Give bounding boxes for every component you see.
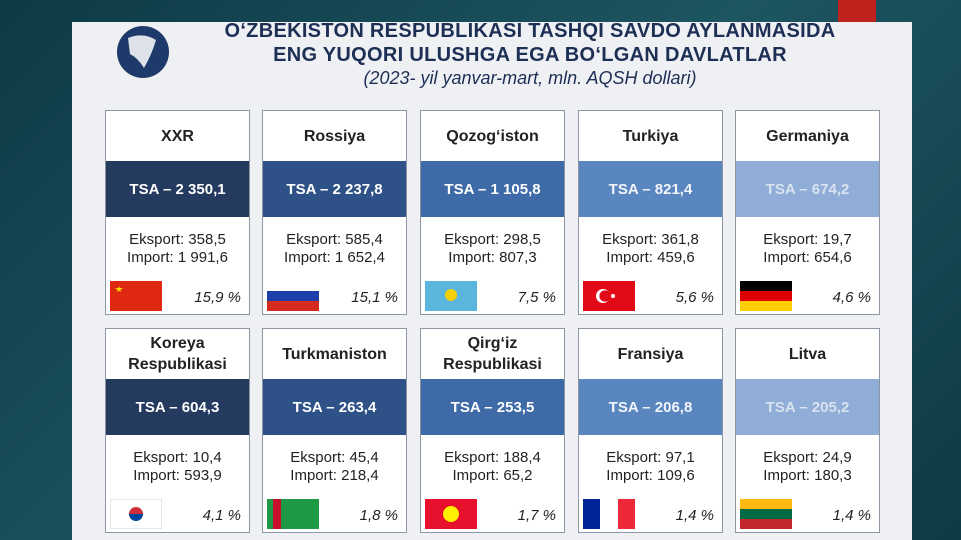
country-name: Turkiya (622, 127, 679, 145)
trade-values: Eksport: 298,5 Import: 807,3 (421, 231, 564, 267)
share-value: 4,6 % (832, 289, 871, 306)
globe-icon (117, 26, 169, 78)
tsa-value: TSA – 2 350,1 (106, 161, 249, 217)
share-value: 15,1 % (351, 289, 398, 306)
share-value: 7,5 % (517, 289, 556, 306)
export-value: Eksport: 358,5 (129, 231, 226, 248)
import-value: Import: 1 652,4 (284, 249, 385, 266)
export-value: Eksport: 585,4 (286, 231, 383, 248)
flag (425, 499, 477, 534)
trade-values: Eksport: 97,1 Import: 109,6 (579, 449, 722, 485)
country-card: Rossiya TSA – 2 237,8 Eksport: 585,4 Import… (262, 110, 407, 315)
tsa-value: TSA – 1 105,8 (421, 161, 564, 217)
country-name: Qirg‘iz Respublikasi (443, 335, 542, 373)
flag (740, 281, 792, 316)
country-name: XXR (161, 127, 194, 145)
country-card: Fransiya TSA – 206,8 Eksport: 97,1 Import: … (578, 328, 723, 533)
tsa-value: TSA – 604,3 (106, 379, 249, 435)
flag (109, 498, 163, 534)
import-value: Import: 180,3 (763, 467, 852, 484)
trade-values: Eksport: 10,4 Import: 593,9 (106, 449, 249, 485)
country-name: Fransiya (617, 345, 684, 363)
share-value: 1,4 % (832, 507, 871, 524)
trade-values: Eksport: 358,5 Import: 1 991,6 (106, 231, 249, 267)
country-name: Rossiya (303, 127, 366, 145)
tsa-value: TSA – 206,8 (579, 379, 722, 435)
tsa-value: TSA – 263,4 (263, 379, 406, 435)
country-card: Qirg‘iz Respublikasi TSA – 253,5 Eksport: … (420, 328, 565, 533)
trade-values: Eksport: 24,9 Import: 180,3 (736, 449, 879, 485)
country-name: Litva (788, 345, 827, 363)
import-value: Import: 65,2 (452, 467, 533, 484)
export-value: Eksport: 24,9 (763, 449, 852, 466)
export-value: Eksport: 10,4 (133, 449, 222, 466)
flag (583, 281, 635, 316)
import-value: Import: 654,6 (763, 249, 852, 266)
title: ENG YUQORI ULUSHGA EGA BO‘LGAN DAVLATLAR (273, 44, 787, 66)
trade-values: Eksport: 361,8 Import: 459,6 (579, 231, 722, 267)
country-name: Turkmaniston (282, 345, 387, 363)
country-card: Qozog‘iston TSA – 1 105,8 Eksport: 298,5 Im… (420, 110, 565, 315)
tsa-value: TSA – 253,5 (421, 379, 564, 435)
country-card: Koreya Respublikasi TSA – 604,3 Eksport: 1… (105, 328, 250, 533)
share-value: 4,1 % (202, 507, 241, 524)
tsa-value: TSA – 205,2 (736, 379, 879, 435)
export-value: Eksport: 97,1 (606, 449, 695, 466)
flag (740, 499, 792, 534)
subtitle: (2023- yil yanvar-mart, mln. AQSH dollar… (363, 68, 697, 88)
export-value: Eksport: 188,4 (444, 449, 541, 466)
share-value: 1,4 % (675, 507, 714, 524)
flag (110, 281, 162, 316)
title: O‘ZBEKISTON RESPUBLIKASI TASHQI SAVDO AY… (224, 20, 836, 42)
tsa-value: TSA – 674,2 (736, 161, 879, 217)
tsa-value: TSA – 821,4 (579, 161, 722, 217)
import-value: Import: 807,3 (448, 249, 537, 266)
trade-values: Eksport: 585,4 Import: 1 652,4 (263, 231, 406, 267)
import-value: Import: 1 991,6 (127, 249, 228, 266)
export-value: Eksport: 45,4 (290, 449, 379, 466)
import-value: Import: 218,4 (290, 467, 379, 484)
country-name: Germaniya (766, 127, 849, 145)
import-value: Import: 109,6 (606, 467, 695, 484)
import-value: Import: 593,9 (133, 467, 222, 484)
export-value: Eksport: 361,8 (602, 231, 699, 248)
country-card: Litva TSA – 205,2 Eksport: 24,9 Import: 180… (735, 328, 880, 533)
export-value: Eksport: 19,7 (763, 231, 852, 248)
country-card: XXR TSA – 2 350,1 Eksport: 358,5 Import: 1 … (105, 110, 250, 315)
export-value: Eksport: 298,5 (444, 231, 541, 248)
flag (425, 281, 477, 316)
flag (583, 499, 635, 534)
country-card: Turkiya TSA – 821,4 Eksport: 361,8 Import: … (578, 110, 723, 315)
trade-values: Eksport: 45,4 Import: 218,4 (263, 449, 406, 485)
country-card: Germaniya TSA – 674,2 Eksport: 19,7 Import:… (735, 110, 880, 315)
share-value: 15,9 % (194, 289, 241, 306)
trade-values: Eksport: 188,4 Import: 65,2 (421, 449, 564, 485)
share-value: 1,8 % (359, 507, 398, 524)
country-card: Turkmaniston TSA – 263,4 Eksport: 45,4 Impo… (262, 328, 407, 533)
flag (267, 281, 319, 316)
share-value: 1,7 % (517, 507, 556, 524)
country-name: Qozog‘iston (446, 127, 539, 145)
import-value: Import: 459,6 (606, 249, 695, 266)
share-value: 5,6 % (675, 289, 714, 306)
tsa-value: TSA – 2 237,8 (263, 161, 406, 217)
country-name: Koreya Respublikasi (128, 335, 227, 373)
trade-values: Eksport: 19,7 Import: 654,6 (736, 231, 879, 267)
flag (267, 499, 319, 534)
accent (838, 0, 876, 22)
